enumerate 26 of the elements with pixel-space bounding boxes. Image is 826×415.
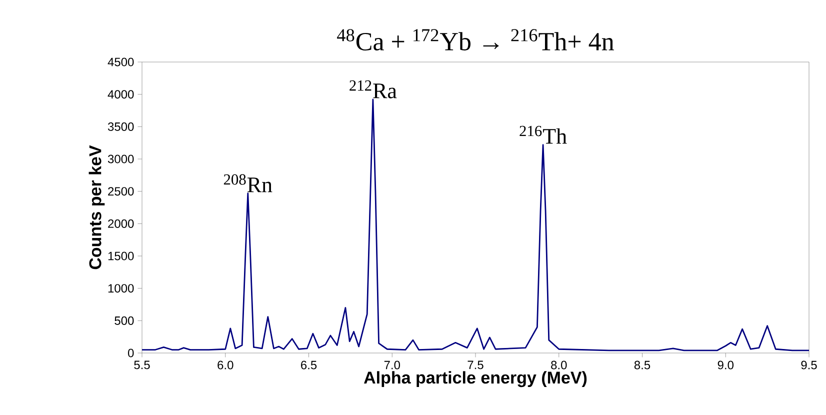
x-tick-label: 7.5 bbox=[468, 360, 484, 370]
y-tick-label: 4500 bbox=[108, 58, 134, 66]
y-tick-label: 1000 bbox=[108, 284, 134, 293]
x-axis-title: Alpha particle energy (MeV) bbox=[364, 371, 587, 388]
annotation: $^{208}$Rn bbox=[224, 174, 272, 192]
x-tick-label: 6.0 bbox=[218, 360, 234, 370]
annotation: $^{216}$Th bbox=[520, 126, 567, 144]
y-tick-label: 1500 bbox=[108, 252, 134, 260]
y-tick-label: 500 bbox=[114, 316, 134, 325]
x-tick-label: 8.0 bbox=[551, 360, 567, 370]
y-tick-label: 2000 bbox=[108, 219, 134, 228]
y-tick-label: 3000 bbox=[108, 154, 134, 164]
line-series bbox=[141, 98, 810, 352]
x-tick-label: 6.5 bbox=[301, 360, 317, 370]
y-tick-label: 0 bbox=[128, 348, 134, 358]
chart-title: $^{48}$Ca + $^{172}$Yb → $^{216}$Th+ 4n bbox=[337, 29, 614, 50]
x-tick-label: 5.5 bbox=[134, 360, 150, 370]
annotation: $^{212}$Ra bbox=[350, 80, 397, 98]
y-tick-label: 4000 bbox=[108, 90, 134, 99]
y-tick-label: 2500 bbox=[108, 187, 134, 196]
x-tick-label: 8.5 bbox=[634, 360, 650, 370]
y-axis-title: Counts per keV bbox=[88, 145, 105, 270]
x-tick-label: 9.0 bbox=[718, 360, 734, 370]
x-tick-label: 9.5 bbox=[801, 360, 817, 370]
x-tick-label: 7.0 bbox=[384, 360, 400, 370]
y-tick-label: 3500 bbox=[108, 122, 134, 131]
